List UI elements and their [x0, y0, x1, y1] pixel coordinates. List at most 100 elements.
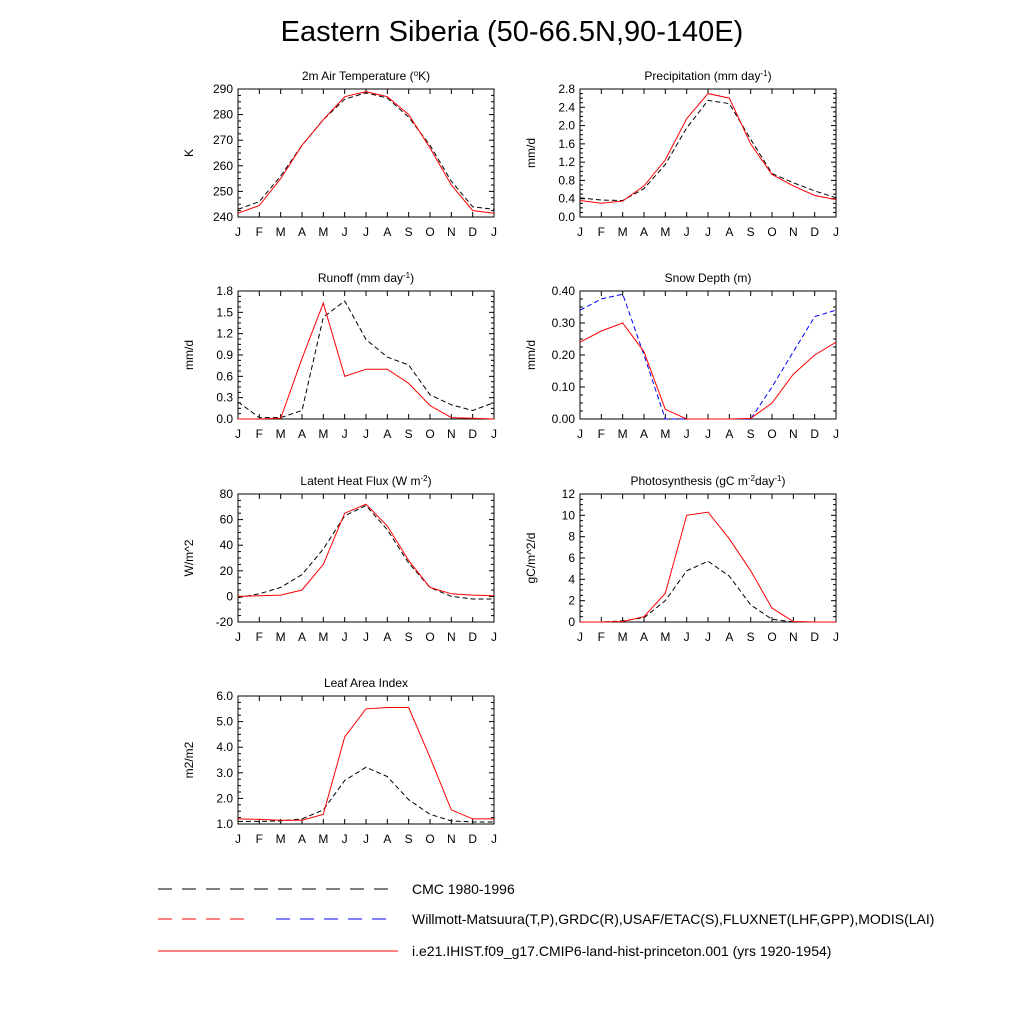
x-tick-label: J [833, 225, 839, 239]
x-tick-label: A [640, 630, 648, 644]
y-tick-label: 270 [213, 133, 233, 147]
x-tick-label: J [491, 630, 497, 644]
y-tick-label: 0.6 [216, 369, 233, 383]
panel-title: Leaf Area Index [324, 676, 408, 690]
x-tick-label: O [767, 427, 776, 441]
x-tick-label: M [618, 225, 628, 239]
x-tick-label: J [705, 630, 711, 644]
plot-frame [237, 290, 495, 420]
plot-frame [579, 88, 837, 218]
x-tick-label: J [235, 630, 241, 644]
series-line-black-dashed [238, 766, 494, 823]
x-tick-label: D [810, 427, 819, 441]
y-tick-label: 0.4 [558, 192, 575, 206]
y-tick-label: -20 [216, 615, 234, 629]
x-tick-label: M [318, 427, 328, 441]
y-tick-label: 2.0 [216, 791, 233, 805]
x-tick-label: F [598, 630, 605, 644]
x-tick-label: A [383, 630, 391, 644]
legend-label-observations: Willmott-Matsuura(T,P),GRDC(R),USAF/ETAC… [412, 911, 935, 927]
x-tick-label: N [447, 630, 456, 644]
x-tick-label: D [810, 225, 819, 239]
y-tick-label: 2.4 [558, 100, 575, 114]
series-line-red-solid [238, 301, 495, 420]
y-tick-label: 1.2 [558, 155, 575, 169]
x-tick-label: A [725, 225, 733, 239]
x-tick-label: M [660, 427, 670, 441]
x-tick-label: J [363, 427, 369, 441]
x-tick-label: J [235, 832, 241, 846]
y-tick-label: 0 [568, 615, 575, 629]
plot-frame [237, 493, 495, 623]
x-tick-label: A [383, 832, 391, 846]
x-tick-label: J [684, 630, 690, 644]
x-tick-label: M [618, 427, 628, 441]
y-tick-label: 1.8 [216, 284, 233, 298]
series-line-red-solid [579, 93, 837, 204]
x-tick-label: J [491, 225, 497, 239]
y-tick-label: 0.30 [552, 316, 576, 330]
y-tick-label: 290 [213, 82, 233, 96]
chart-panel-3: Runoff (mm day-1) 0.0 0.3 0.6 0.9 1.2 1.5 1.8 J F… [182, 271, 497, 442]
x-tick-label: J [363, 225, 369, 239]
y-tick-label: 1.2 [216, 327, 233, 341]
legend-line-red-blue-dashed [158, 918, 390, 920]
x-tick-label: F [598, 225, 605, 239]
x-tick-label: D [810, 630, 819, 644]
x-tick-label: J [342, 630, 348, 644]
panel-title: Precipitation (mm day-1) [644, 69, 771, 84]
y-tick-label: 0.0 [216, 412, 233, 426]
x-tick-label: M [276, 427, 286, 441]
x-tick-label: O [425, 630, 434, 644]
y-tick-label: 0.20 [552, 348, 576, 362]
x-tick-label: M [660, 225, 670, 239]
series-line-black-dashed [580, 560, 836, 623]
x-tick-label: S [747, 427, 755, 441]
y-tick-label: 250 [213, 184, 233, 198]
y-tick-label: 0.8 [558, 173, 575, 187]
y-tick-label: 4.0 [216, 740, 233, 754]
legend-label-model: i.e21.IHIST.f09_g17.CMIP6-land-hist-prin… [412, 943, 832, 959]
y-axis-label: gC/m^2/d [524, 533, 538, 584]
x-tick-label: F [256, 630, 263, 644]
y-tick-label: 1.0 [216, 817, 233, 831]
series-line-red-solid [237, 707, 494, 821]
x-tick-label: J [833, 427, 839, 441]
plot-frame [579, 493, 837, 623]
legend-line-black-dashed [158, 888, 390, 890]
y-tick-label: 4 [568, 572, 575, 586]
x-tick-label: J [342, 225, 348, 239]
legend-line-red-solid [158, 950, 398, 952]
x-tick-label: O [767, 630, 776, 644]
x-tick-label: M [618, 630, 628, 644]
panel-title: Photosynthesis (gC m-2day-1) [631, 474, 786, 489]
series-line-red-solid [237, 503, 495, 597]
x-tick-label: J [684, 427, 690, 441]
x-tick-label: A [383, 225, 391, 239]
panel-title: Snow Depth (m) [665, 271, 752, 285]
x-tick-label: F [256, 225, 263, 239]
x-tick-label: S [405, 225, 413, 239]
chart-panel-2: Precipitation (mm day-1) 0.0 0.4 0.8 1.2 1.6 2… [524, 69, 839, 240]
x-tick-label: J [833, 630, 839, 644]
figure-title: Eastern Siberia (50-66.5N,90-140E) [280, 16, 744, 48]
x-tick-label: M [318, 630, 328, 644]
y-tick-label: 20 [220, 564, 234, 578]
x-tick-label: A [298, 225, 306, 239]
x-tick-label: A [298, 630, 306, 644]
x-tick-label: J [491, 427, 497, 441]
y-tick-label: 0.00 [552, 412, 576, 426]
y-tick-label: 1.5 [216, 305, 233, 319]
series-line-black-dashed [237, 92, 495, 210]
x-tick-label: M [660, 630, 670, 644]
x-tick-label: N [789, 427, 798, 441]
y-tick-label: 240 [213, 210, 233, 224]
x-tick-label: J [235, 427, 241, 441]
y-tick-label: 0.0 [558, 210, 575, 224]
y-axis-label: mm/d [182, 340, 196, 370]
x-tick-label: J [342, 427, 348, 441]
x-tick-label: A [725, 427, 733, 441]
x-tick-label: M [276, 832, 286, 846]
